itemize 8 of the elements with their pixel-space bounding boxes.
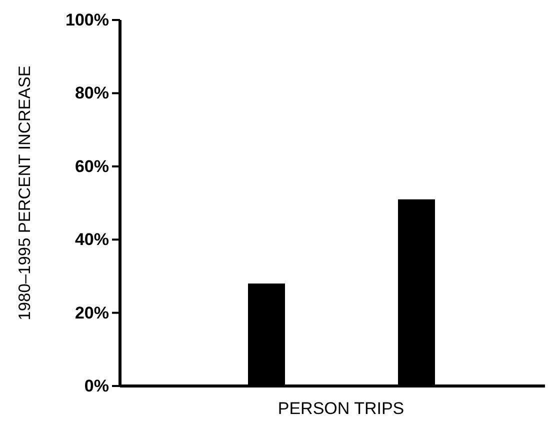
y-tick-label: 20% xyxy=(74,303,109,322)
y-tick-label: 80% xyxy=(74,84,109,103)
y-tick-label: 100% xyxy=(66,10,109,30)
y-tick-label: 60% xyxy=(74,156,109,176)
y-axis-title: 1980–1995 PERCENT INCREASE xyxy=(16,66,34,320)
y-tick-label: 40% xyxy=(74,230,109,250)
y-tick-label: 0% xyxy=(84,376,109,396)
x-axis-title: PERSON TRIPS xyxy=(278,399,404,418)
